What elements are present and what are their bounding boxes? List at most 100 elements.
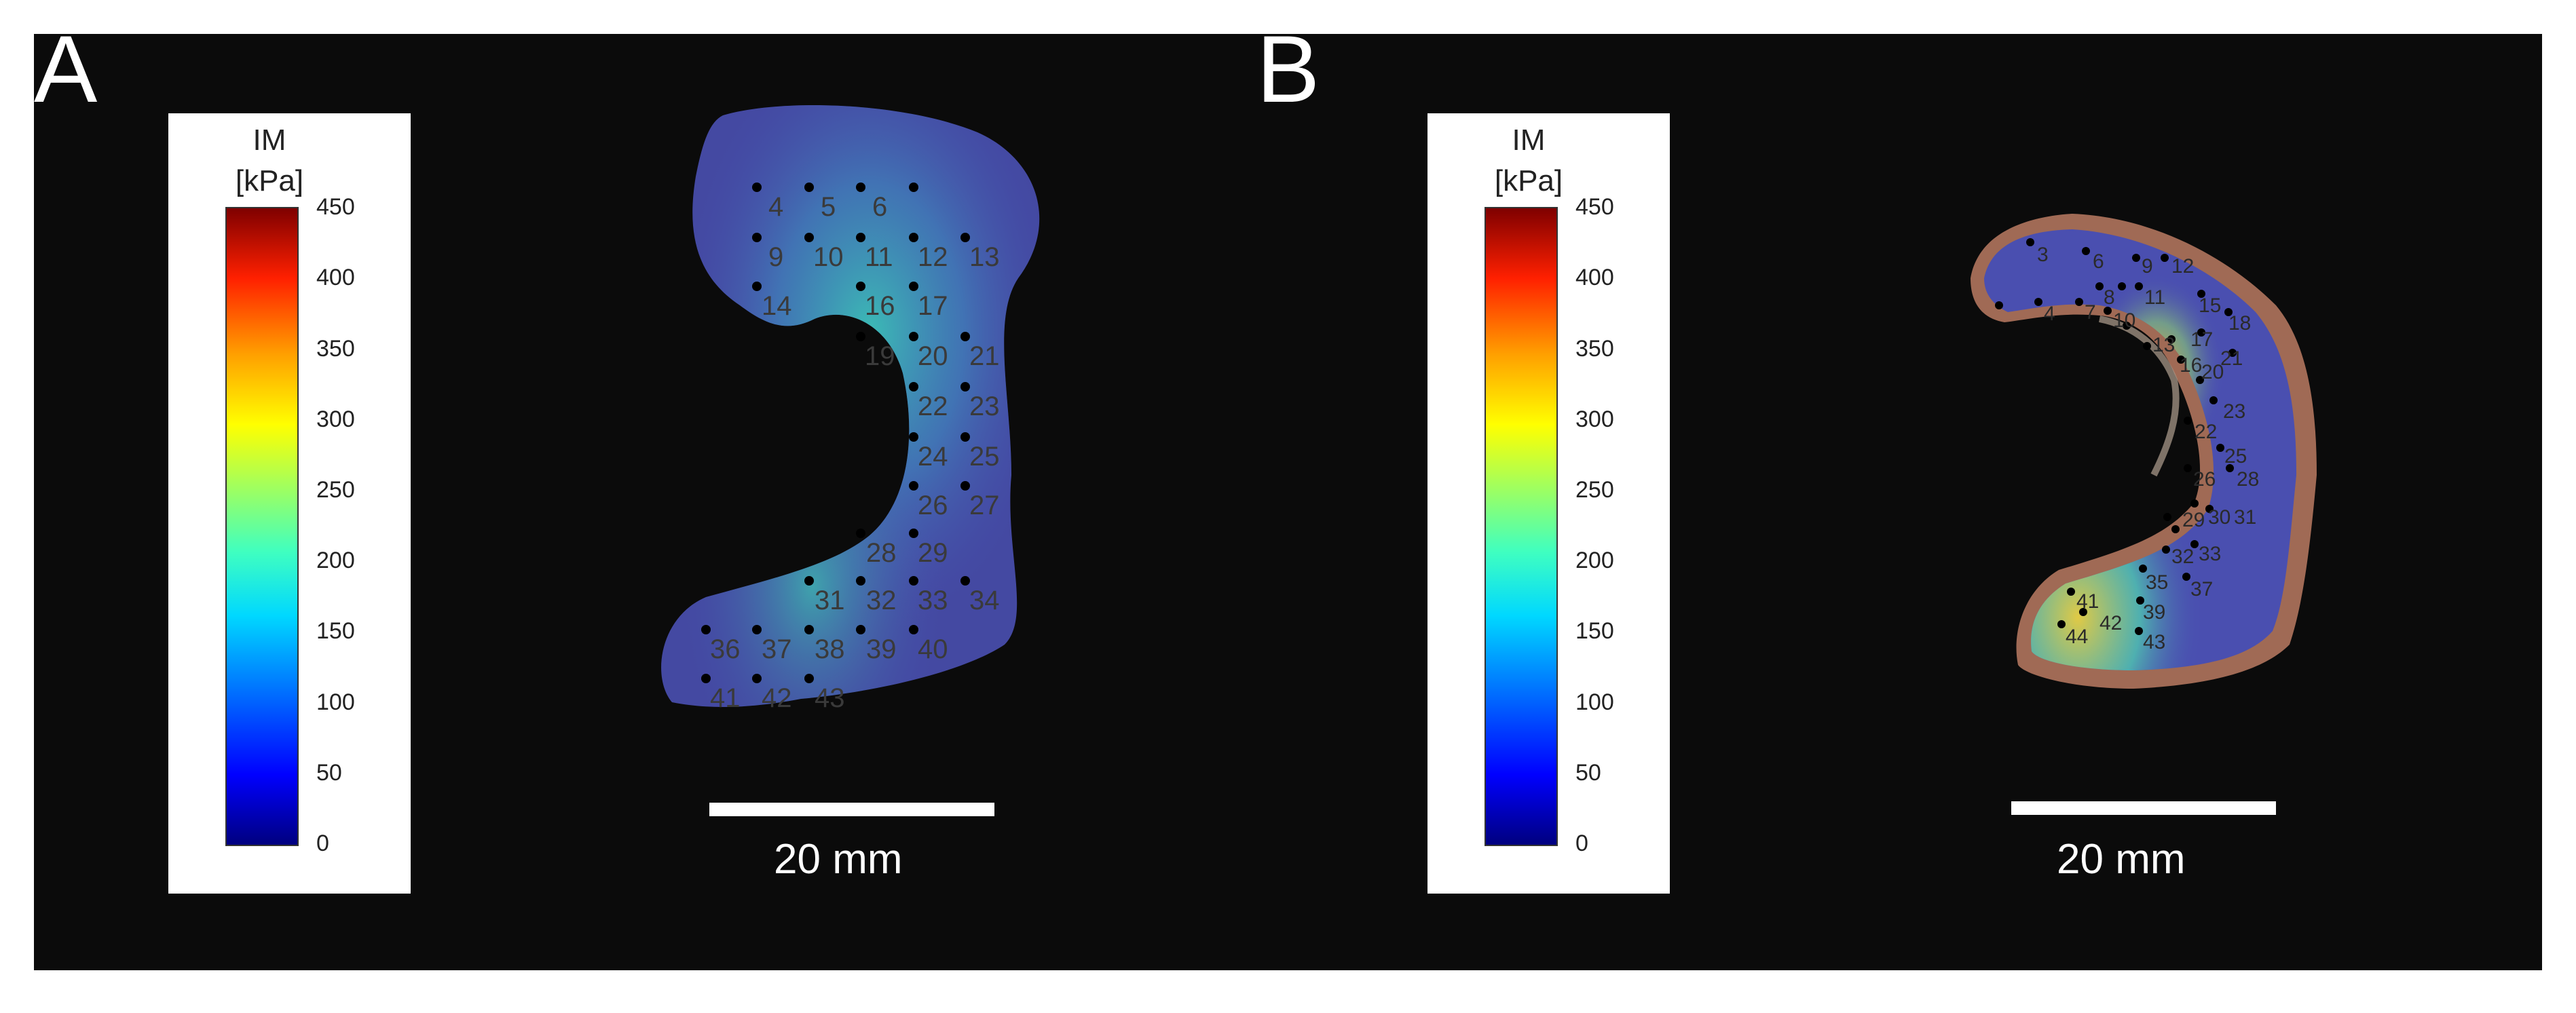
point-label: 24: [918, 442, 948, 472]
measurement-point: [2216, 444, 2224, 452]
point-label: 39: [866, 634, 897, 664]
measurement-point: [856, 332, 865, 341]
measurement-point: [909, 282, 918, 291]
point-label: 26: [918, 491, 948, 520]
colorbar-gradient: [225, 207, 299, 846]
point-label: 34: [969, 586, 1000, 615]
point-labels: 3 6 9 12 4 7 8 11 15 18 10 13 17 21 16 2…: [2037, 244, 2259, 653]
measurement-point: [909, 576, 918, 586]
measurement-point: [752, 625, 762, 634]
point-label: 25: [2224, 445, 2247, 467]
measurement-point: [2190, 540, 2199, 548]
point-label: 37: [762, 634, 792, 664]
point-label: 16: [865, 291, 895, 321]
point-label: 38: [815, 634, 845, 664]
point-label: 11: [865, 242, 893, 272]
measurement-point: [2026, 238, 2034, 246]
measurement-point: [804, 233, 814, 242]
measurement-point: [856, 233, 865, 242]
measurement-point: [2196, 376, 2204, 384]
measurement-point: [2139, 565, 2147, 573]
colorbar-tick: 50: [1575, 760, 1601, 786]
measurement-point: [752, 282, 762, 291]
point-label: 9: [768, 242, 783, 272]
point-label: 29: [918, 538, 948, 568]
panel-label: A: [34, 16, 98, 122]
measurement-point: [804, 625, 814, 634]
measurement-point: [2143, 342, 2151, 350]
measurement-point: [960, 332, 970, 341]
colorbar-tick: 300: [316, 406, 355, 432]
measurement-point: [2079, 608, 2087, 616]
point-label: 31: [815, 586, 845, 615]
scale-bar: [709, 803, 994, 816]
colorbar-tick: 100: [316, 689, 355, 715]
measurement-point: [2135, 627, 2143, 635]
point-label: 28: [2237, 468, 2259, 491]
colorbar-unit: [kPa]: [235, 164, 304, 197]
point-label: 17: [2190, 328, 2213, 351]
colorbar-title: IM: [1512, 123, 1546, 157]
measurement-point: [909, 529, 918, 538]
colorbar-tick: 400: [316, 265, 355, 290]
point-label: 20: [2201, 361, 2224, 383]
measurement-point: [2184, 417, 2192, 425]
measurement-point: [2118, 282, 2126, 290]
colorbar-tick: 450: [1575, 194, 1614, 220]
measurement-point: [960, 233, 970, 242]
point-label: 32: [2171, 546, 2194, 568]
colorbar-gradient: [1485, 207, 1558, 846]
measurement-point: [1995, 301, 2003, 309]
point-label: 6: [872, 192, 887, 222]
panel-a: A IM [kPa] 450 400 350 300 250 200 150 1…: [34, 22, 1285, 970]
colorbar-tick: 350: [316, 336, 355, 362]
point-label: 43: [815, 683, 845, 713]
scale-bar-label: 20 mm: [2057, 836, 2186, 883]
point-label: 25: [969, 442, 1000, 472]
measurement-point: [2182, 573, 2190, 581]
point-label: 40: [918, 634, 948, 664]
measurement-point: [856, 625, 865, 634]
measurement-point: [856, 529, 865, 538]
measurement-point: [909, 183, 918, 192]
point-label: 12: [918, 242, 948, 272]
measurement-point: [2190, 499, 2199, 508]
measurement-point: [2162, 546, 2170, 554]
measurement-point: [909, 481, 918, 491]
point-label: 18: [2228, 312, 2251, 335]
measurement-points: [1995, 238, 2237, 635]
point-label: 3: [2037, 244, 2049, 266]
measurement-point: [2197, 328, 2205, 337]
point-label: 42: [2099, 612, 2122, 634]
measurement-point: [2095, 282, 2104, 290]
point-label: 9: [2142, 255, 2153, 278]
point-label: 28: [866, 538, 897, 568]
colorbar-tick: 0: [316, 830, 329, 856]
measurement-point: [2161, 254, 2169, 262]
point-label: 31: [2234, 506, 2256, 529]
point-label: 20: [918, 341, 948, 371]
point-label: 15: [2199, 294, 2221, 317]
measurement-point: [804, 576, 814, 586]
colorbar-tick: 150: [316, 618, 355, 644]
measurement-point: [2075, 298, 2083, 306]
point-label: 26: [2193, 468, 2216, 491]
point-label: 10: [2113, 309, 2135, 332]
colorbar-tick: 250: [316, 477, 355, 503]
colorbar-tick: 0: [1575, 830, 1588, 856]
point-label: 5: [821, 192, 836, 222]
point-label: 37: [2190, 578, 2213, 600]
point-label: 23: [2223, 400, 2245, 423]
measurement-point: [2224, 308, 2233, 316]
measurement-point: [804, 674, 814, 683]
point-label: 17: [918, 291, 948, 321]
point-label: 11: [2144, 286, 2165, 309]
point-label: 13: [2152, 334, 2175, 356]
measurement-point: [856, 183, 865, 192]
point-label: 23: [969, 391, 1000, 421]
measurement-point: [2167, 335, 2176, 343]
point-label: 35: [2146, 571, 2168, 594]
measurement-point: [2228, 349, 2237, 357]
colorbar-tick: 250: [1575, 477, 1614, 503]
point-label: 30: [2208, 506, 2230, 529]
